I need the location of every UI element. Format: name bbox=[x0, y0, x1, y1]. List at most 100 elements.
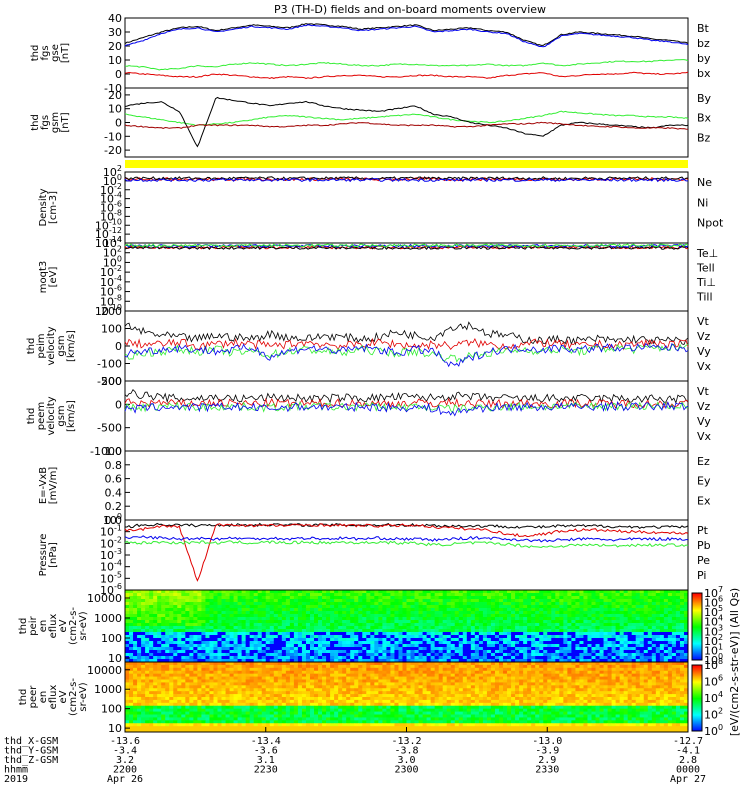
spectrogram-cell bbox=[314, 688, 319, 692]
spectrogram-cell bbox=[563, 653, 568, 657]
spectrogram-cell bbox=[426, 593, 432, 597]
spectrogram-cell bbox=[679, 676, 685, 680]
spectrogram-cell bbox=[177, 632, 182, 636]
spectrogram-cell bbox=[301, 653, 307, 657]
spectrogram-cell bbox=[173, 626, 178, 630]
spectrogram-cell bbox=[205, 676, 210, 680]
spectrogram-cell bbox=[165, 673, 170, 677]
spectrogram-cell bbox=[201, 623, 206, 627]
spectrogram-cell bbox=[157, 667, 162, 672]
spectrogram-cell bbox=[647, 664, 653, 669]
spectrogram-cell bbox=[426, 662, 432, 666]
spectrogram-cell bbox=[354, 650, 359, 654]
spectrogram-cell bbox=[531, 676, 536, 680]
spectrogram-cell bbox=[149, 638, 154, 642]
spectrogram-cell bbox=[458, 605, 464, 609]
spectrogram-cell bbox=[382, 676, 387, 680]
spectrogram-cell bbox=[169, 638, 174, 642]
spectrogram-cell bbox=[269, 629, 275, 633]
spectrogram-cell bbox=[177, 653, 182, 657]
spectrogram-cell bbox=[478, 647, 484, 651]
spectrogram-cell bbox=[257, 670, 263, 675]
spectrogram-cell bbox=[446, 626, 452, 630]
spectrogram-cell bbox=[535, 641, 540, 645]
spectrogram-cell bbox=[426, 623, 432, 627]
spectrogram-cell bbox=[318, 635, 323, 639]
spectrogram-cell bbox=[273, 647, 279, 651]
spectrogram-cell bbox=[165, 596, 170, 600]
spectrogram-cell bbox=[462, 632, 468, 636]
spectrogram-cell bbox=[161, 590, 166, 594]
spectrogram-cell bbox=[189, 611, 194, 615]
spectrogram-cell bbox=[241, 626, 247, 630]
spectrogram-cell bbox=[386, 599, 391, 603]
spectrogram-cell bbox=[362, 626, 367, 630]
spectrogram-cell bbox=[555, 596, 560, 600]
spectrogram-cell bbox=[446, 590, 452, 594]
spectrogram-cell bbox=[249, 647, 255, 651]
spectrogram-cell bbox=[482, 617, 488, 621]
spectrogram-cell bbox=[253, 590, 259, 594]
spectrogram-cell bbox=[655, 593, 661, 597]
spectrogram-cell bbox=[511, 664, 516, 669]
spectrogram-cell bbox=[241, 670, 247, 675]
spectrogram-cell bbox=[217, 596, 222, 600]
spectrogram-cell bbox=[683, 647, 689, 651]
spectrogram-cell bbox=[366, 623, 371, 627]
spectrogram-cell bbox=[567, 676, 572, 680]
spectrogram-cell bbox=[607, 590, 612, 594]
spectrogram-cell bbox=[213, 632, 218, 636]
spectrogram-cell bbox=[245, 617, 251, 621]
spectrogram-cell bbox=[511, 679, 516, 683]
spectrogram-cell bbox=[663, 644, 669, 648]
spectrogram-cell bbox=[382, 614, 387, 618]
spectrogram-cell bbox=[382, 602, 387, 606]
spectrogram-cell bbox=[213, 662, 218, 666]
spectrogram-cell bbox=[326, 596, 331, 600]
spectrogram-cell bbox=[531, 635, 536, 639]
spectrogram-cell bbox=[643, 656, 649, 660]
spectrogram-cell bbox=[531, 641, 536, 645]
spectrogram-cell bbox=[430, 682, 436, 686]
y-tick-label: 0.8 bbox=[105, 459, 123, 472]
spectrogram-cell bbox=[567, 629, 572, 633]
spectrogram-cell bbox=[297, 590, 303, 594]
spectrogram-cell bbox=[639, 650, 645, 654]
spectrogram-cell bbox=[619, 635, 625, 639]
spectrogram-cell bbox=[153, 608, 158, 612]
spectrogram-cell bbox=[326, 656, 331, 660]
spectrogram-cell bbox=[201, 691, 206, 695]
spectrogram-cell bbox=[225, 593, 230, 597]
spectrogram-cell bbox=[309, 629, 315, 633]
spectrogram-cell bbox=[165, 688, 170, 692]
spectrogram-cell bbox=[386, 650, 391, 654]
spectrogram-cell bbox=[659, 605, 665, 609]
spectrogram-cell bbox=[567, 659, 572, 663]
spectrogram-cell bbox=[579, 626, 584, 630]
spectrogram-cell bbox=[559, 679, 564, 683]
spectrogram-cell bbox=[587, 635, 592, 639]
spectrogram-cell bbox=[563, 664, 568, 669]
spectrogram-cell bbox=[434, 617, 440, 621]
spectrogram-cell bbox=[430, 667, 436, 672]
spectrogram-cell bbox=[434, 676, 440, 680]
spectrogram-cell bbox=[193, 685, 198, 689]
spectrogram-cell bbox=[442, 623, 448, 627]
spectrogram-cell bbox=[535, 608, 540, 612]
spectrogram-cell bbox=[555, 629, 560, 633]
spectrogram-cell bbox=[519, 635, 524, 639]
spectrogram-cell bbox=[213, 682, 218, 686]
spectrogram-cell bbox=[507, 617, 512, 621]
spectrogram-cell bbox=[241, 647, 247, 651]
spectrogram-cell bbox=[611, 682, 617, 686]
spectrogram-cell bbox=[326, 647, 331, 651]
spectrogram-cell bbox=[169, 664, 174, 669]
spectrogram-cell bbox=[157, 673, 162, 677]
spectrogram-cell bbox=[374, 673, 379, 677]
spectrogram-cell bbox=[233, 629, 238, 633]
spectrogram-cell bbox=[503, 623, 508, 627]
spectrogram-cell bbox=[414, 659, 419, 663]
spectrogram-cell bbox=[382, 623, 387, 627]
spectrogram-cell bbox=[591, 653, 596, 657]
spectrogram-cell bbox=[635, 596, 641, 600]
